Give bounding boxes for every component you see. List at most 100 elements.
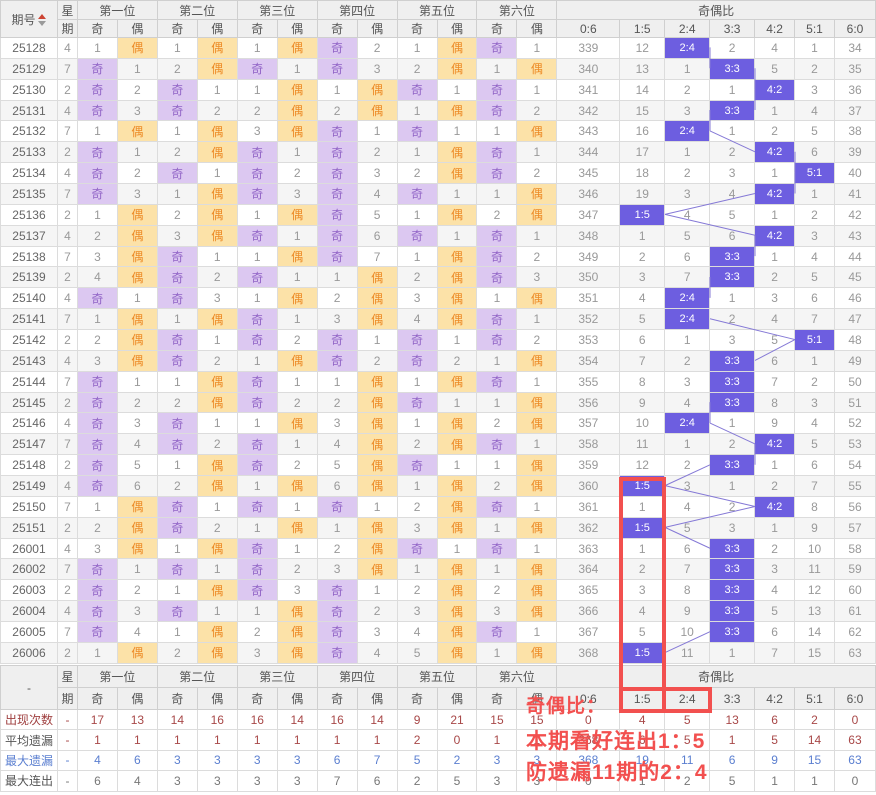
ratio-miss-cell: 14 bbox=[619, 78, 666, 101]
stat-value-cell: 6 bbox=[619, 729, 666, 751]
even-miss-cell: 3 bbox=[116, 183, 158, 205]
stat-value-cell: 2 bbox=[396, 770, 438, 792]
ratio-hit-cell: 2:4 bbox=[664, 287, 711, 310]
stat-week-cell: - bbox=[56, 749, 78, 772]
even-subheader: 偶 bbox=[436, 19, 478, 38]
even-hit-cell: 偶 bbox=[196, 641, 238, 664]
ratio-miss-cell: 6 bbox=[754, 621, 796, 643]
position-header: 第四位 bbox=[316, 0, 398, 20]
odd-miss-cell: 1 bbox=[396, 475, 438, 497]
ratio-miss-cell: 8 bbox=[754, 391, 796, 414]
issue-cell: 26002 bbox=[0, 558, 58, 581]
even-miss-cell: 1 bbox=[436, 454, 478, 477]
even-miss-cell: 2 bbox=[276, 454, 318, 477]
even-miss-cell: 1 bbox=[116, 57, 158, 80]
ratio-miss-cell: 3 bbox=[664, 183, 711, 205]
odd-hit-cell: 奇 bbox=[316, 57, 358, 80]
even-miss-cell: 2 bbox=[196, 99, 238, 122]
ratio-miss-cell: 56 bbox=[834, 495, 876, 518]
issue-cell: 25145 bbox=[0, 391, 58, 414]
ratio-miss-cell: 9 bbox=[794, 516, 835, 539]
ratio-miss-cell: 2 bbox=[754, 266, 796, 289]
even-miss-cell: 3 bbox=[116, 412, 158, 435]
even-miss-cell: 2 bbox=[116, 162, 158, 185]
even-miss-cell: 1 bbox=[356, 120, 398, 143]
ratio-miss-cell: 1 bbox=[794, 37, 835, 59]
stat-value-cell: 0 bbox=[833, 708, 876, 731]
odd-miss-cell: 4 bbox=[316, 433, 358, 456]
stat-value-cell: 4 bbox=[116, 770, 158, 792]
stat-week-cell: - bbox=[56, 770, 78, 792]
odd-miss-cell: 2 bbox=[396, 266, 438, 289]
ratio-miss-cell: 51 bbox=[834, 391, 876, 414]
ratio-hit-cell: 2:4 bbox=[664, 120, 711, 143]
odd-subheader: 奇 bbox=[476, 687, 518, 710]
even-miss-cell: 1 bbox=[196, 495, 238, 518]
even-hit-cell: 偶 bbox=[276, 475, 318, 497]
even-miss-cell: 2 bbox=[196, 349, 238, 372]
odd-hit-cell: 奇 bbox=[76, 183, 118, 205]
odd-miss-cell: 3 bbox=[316, 308, 358, 331]
odd-miss-cell: 2 bbox=[396, 433, 438, 456]
issue-cell: 25130 bbox=[0, 78, 58, 101]
even-hit-cell: 偶 bbox=[516, 412, 558, 435]
stat-value-cell: 16 bbox=[236, 708, 278, 731]
even-miss-cell: 1 bbox=[196, 162, 238, 185]
stat-value-cell: 3 bbox=[196, 770, 238, 792]
odd-hit-cell: 奇 bbox=[76, 141, 118, 164]
ratio-miss-cell: 38 bbox=[834, 120, 876, 143]
issue-cell: 25137 bbox=[0, 224, 58, 247]
issue-column-header[interactable]: 期号 bbox=[0, 0, 58, 38]
even-hit-cell: 偶 bbox=[436, 579, 478, 602]
even-miss-cell: 4 bbox=[116, 433, 158, 456]
week-cell: 7 bbox=[56, 370, 78, 393]
even-miss-cell: 2 bbox=[116, 579, 158, 602]
even-hit-cell: 偶 bbox=[116, 495, 158, 518]
odd-miss-cell: 3 bbox=[396, 287, 438, 310]
even-miss-cell: 3 bbox=[356, 162, 398, 185]
sort-icon[interactable] bbox=[38, 14, 47, 27]
even-miss-cell: 1 bbox=[116, 558, 158, 581]
ratio-miss-cell: 5 bbox=[664, 224, 711, 247]
even-hit-cell: 偶 bbox=[116, 203, 158, 226]
ratio-column-header: 5:1 bbox=[794, 687, 835, 710]
odd-miss-cell: 2 bbox=[476, 412, 518, 435]
odd-miss-cell: 2 bbox=[236, 99, 278, 122]
issue-cell: 25140 bbox=[0, 287, 58, 310]
odd-hit-cell: 奇 bbox=[316, 495, 358, 518]
ratio-miss-cell: 2 bbox=[664, 162, 711, 185]
odd-hit-cell: 奇 bbox=[316, 641, 358, 664]
even-miss-cell: 1 bbox=[196, 558, 238, 581]
odd-hit-cell: 奇 bbox=[316, 245, 358, 268]
ratio-miss-cell: 55 bbox=[834, 475, 876, 497]
even-hit-cell: 偶 bbox=[356, 412, 398, 435]
odd-hit-cell: 奇 bbox=[236, 495, 278, 518]
even-miss-cell: 3 bbox=[356, 57, 398, 80]
ratio-miss-cell: 47 bbox=[834, 308, 876, 331]
odd-miss-cell: 1 bbox=[76, 37, 118, 59]
ratio-miss-cell: 5 bbox=[794, 433, 835, 456]
odd-hit-cell: 奇 bbox=[236, 454, 278, 477]
stat-value-cell: 21 bbox=[436, 708, 478, 731]
ratio-miss-cell: 3 bbox=[794, 224, 835, 247]
odd-hit-cell: 奇 bbox=[76, 454, 118, 477]
odd-hit-cell: 奇 bbox=[156, 329, 198, 351]
ratio-hit-cell: 3:3 bbox=[709, 370, 756, 393]
even-miss-cell: 1 bbox=[356, 495, 398, 518]
ratio-miss-cell: 1 bbox=[794, 183, 835, 205]
sort-asc-icon bbox=[38, 14, 47, 20]
ratio-hit-cell: 2:4 bbox=[664, 412, 711, 435]
position-header: 第六位 bbox=[476, 0, 558, 20]
odd-miss-cell: 1 bbox=[236, 475, 278, 497]
even-hit-cell: 偶 bbox=[516, 475, 558, 497]
ratio-miss-cell: 12 bbox=[794, 579, 835, 602]
even-miss-cell: 2 bbox=[196, 433, 238, 456]
odd-subheader: 奇 bbox=[236, 19, 278, 38]
ratio-column-header: 1:5 bbox=[619, 19, 666, 38]
odd-hit-cell: 奇 bbox=[316, 329, 358, 351]
odd-hit-cell: 奇 bbox=[396, 329, 438, 351]
odd-hit-cell: 奇 bbox=[156, 287, 198, 310]
week-cell: 4 bbox=[56, 224, 78, 247]
odd-hit-cell: 奇 bbox=[156, 495, 198, 518]
odd-hit-cell: 奇 bbox=[316, 224, 358, 247]
